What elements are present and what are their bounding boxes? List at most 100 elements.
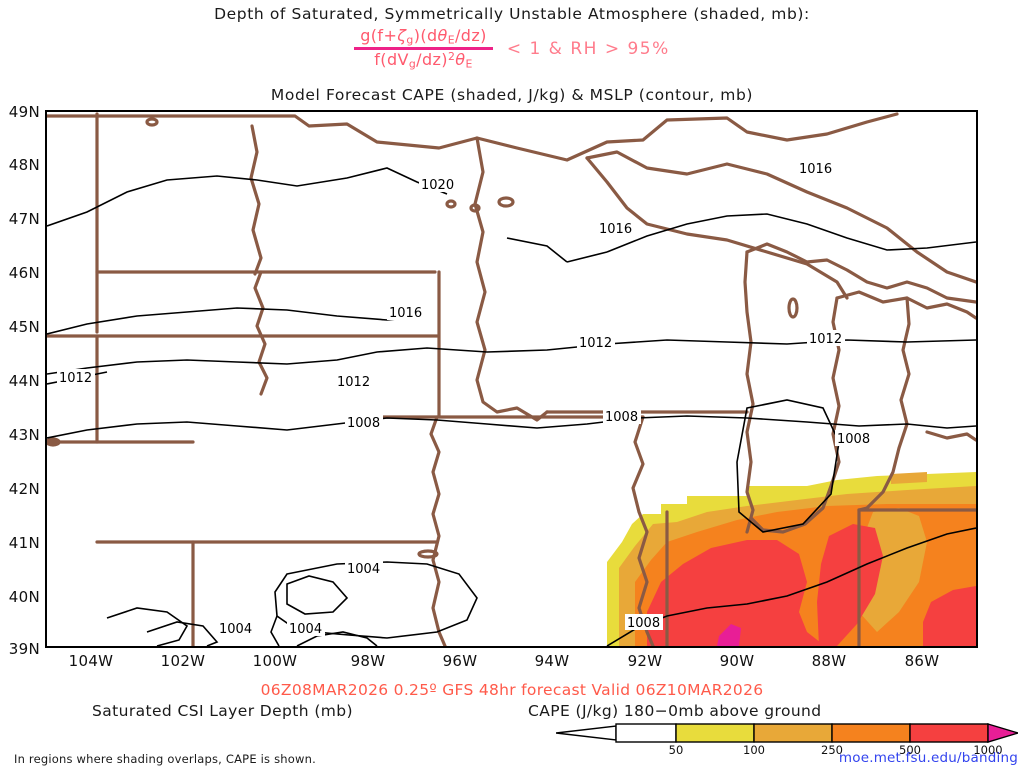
axis-x-label-88w: 88W [811,652,847,670]
colorbar-swatch-over1000 [987,723,1018,743]
svg-text:1008: 1008 [605,410,638,425]
colorbar-swatch-50-100 [675,723,755,743]
svg-text:1012: 1012 [337,375,370,390]
axis-y-label-45n: 45N [8,318,40,336]
axis-y-label-42n: 42N [8,480,40,498]
cape-shading-layer [607,472,976,646]
contour-label-1020: 1020 [419,176,457,193]
contour-label-layer: 1020 1016 1016 1016 1012 1012 1012 1012 … [57,160,873,637]
axis-y-label-46n: 46N [8,264,40,282]
lake-small-mn-b [469,203,481,213]
cape-band-1000 [717,624,741,646]
colorbar-tick-50: 50 [669,743,684,756]
contour-label-1008-b: 1008 [603,408,641,425]
contour-1004-bottom [296,631,378,646]
contour-label-1004-a: 1004 [345,560,383,577]
lake-superior-shore [585,150,976,284]
michigan-up-outline [745,242,976,304]
contour-1004-sw [106,607,189,646]
formula-numerator: g(f+ζg)(dθE/dz) [360,26,487,47]
contour-1004-tail [146,621,219,646]
map-panel[interactable]: 1020 1016 1016 1016 1012 1012 1012 1012 … [45,110,978,648]
lake-erie-shore [925,430,976,442]
contour-1004-inner [286,575,349,615]
cape-legend-label: CAPE (J/kg) 180−0mb above ground [528,702,822,720]
colorbar-svg: 50 100 250 500 1000 [556,723,1018,756]
contour-label-1016-c: 1016 [387,304,425,321]
source-url-link[interactable]: moe.met.fsu.edu/banding [838,750,1018,766]
axis-y-label-49n: 49N [8,103,40,121]
lake-small-sd [47,437,61,447]
axis-x-label-94w: 94W [534,652,570,670]
colorbar-tick-1000: 1000 [973,743,1002,756]
axis-y-label-41n: 41N [8,534,40,552]
cape-band-500-far-east [923,586,976,646]
border-red-river [249,124,263,276]
colorbar-swatch-white [615,723,677,743]
contour-label-1016-b: 1016 [797,160,835,177]
overlap-note: In regions where shading overlaps, CAPE … [14,752,316,766]
border-ne-ks-horizontal [95,540,195,646]
colorbar-tick-500: 500 [899,743,921,756]
colorbar-swatch-500-1000 [909,723,989,743]
border-sd-ne-line [47,334,195,444]
contour-label-1016-a: 1016 [597,220,635,237]
contour-label-1012-a: 1012 [57,369,95,386]
contour-label-1012-b: 1012 [335,373,373,390]
formula-denominator: f(dVg/dz)2θE [374,50,473,71]
border-canada-line [47,112,899,162]
cape-edge-steps [891,472,927,484]
svg-text:1016: 1016 [799,162,832,177]
map-canvas: 1020 1016 1016 1016 1012 1012 1012 1012 … [47,112,976,646]
axis-x-label-90w: 90W [719,652,755,670]
csi-depth-label: Saturated CSI Layer Depth (mb) [92,702,353,720]
contour-label-1004-b: 1004 [217,620,255,637]
cape-band-500-east [817,524,883,646]
lake-small-mn-c [497,196,515,208]
lake-michigan-east-shore [749,296,841,534]
svg-text:1004: 1004 [289,622,322,637]
colorbar-swatch-250-500 [831,723,911,743]
contour-1016-mn [506,237,568,263]
formula-fraction: g(f+ζg)(dθE/dz) f(dVg/dz)2θE [354,26,493,71]
axis-y-label-48n: 48N [8,156,40,174]
axis-x-label-96w: 96W [442,652,478,670]
svg-text:1012: 1012 [809,332,842,347]
chart-title-sub: Model Forecast CAPE (shaded, J/kg) & MSL… [270,86,754,104]
svg-text:1008: 1008 [347,416,380,431]
axis-x-label-92w: 92W [627,652,663,670]
lake-michigan-west-shore [743,250,755,534]
axis-x-label-86w: 86W [904,652,940,670]
contour-1008-main [47,415,976,439]
svg-text:1012: 1012 [579,336,612,351]
chart-title-main: Depth of Saturated, Symmetrically Unstab… [214,5,810,23]
formula-condition: < 1 & RH > 95% [506,39,670,60]
colorbar-swatch-100-250 [753,723,833,743]
axis-y-label-47n: 47N [8,210,40,228]
forecast-valid-line: 06Z08MAR2026 0.25º GFS 48hr forecast Val… [260,681,764,699]
axis-x-label-100w: 100W [252,652,298,670]
svg-text:1008: 1008 [837,432,870,447]
contour-1020 [47,167,448,227]
mn-lake-chain [253,270,269,396]
svg-text:1004: 1004 [219,622,252,637]
lake-small-isle-rock [145,117,159,127]
contour-1016-nw [566,251,608,263]
lake-small-mn-a [445,199,457,209]
contour-1004-lower [270,615,280,646]
contour-1008-loop-lake [736,399,840,533]
svg-text:1012: 1012 [59,371,92,386]
contour-1012-main [47,339,976,375]
svg-text:1008: 1008 [627,616,660,631]
lake-small-green-bay [787,297,799,319]
contour-label-1012-d: 1012 [807,330,845,347]
axis-y-label-40n: 40N [8,588,40,606]
axis-y-label-44n: 44N [8,372,40,390]
colorbar-swatch-under50 [556,725,617,741]
csi-criterion-formula: g(f+ζg)(dθE/dz) f(dVg/dz)2θE < 1 & RH > … [0,26,1024,71]
svg-text:1004: 1004 [347,562,380,577]
footer-labels-row: Saturated CSI Layer Depth (mb) CAPE (J/k… [0,702,1024,724]
formula-fraction-bar [354,47,493,51]
cape-colorbar[interactable]: 50 100 250 500 1000 [556,722,1018,756]
axis-x-label-104w: 104W [68,652,114,670]
